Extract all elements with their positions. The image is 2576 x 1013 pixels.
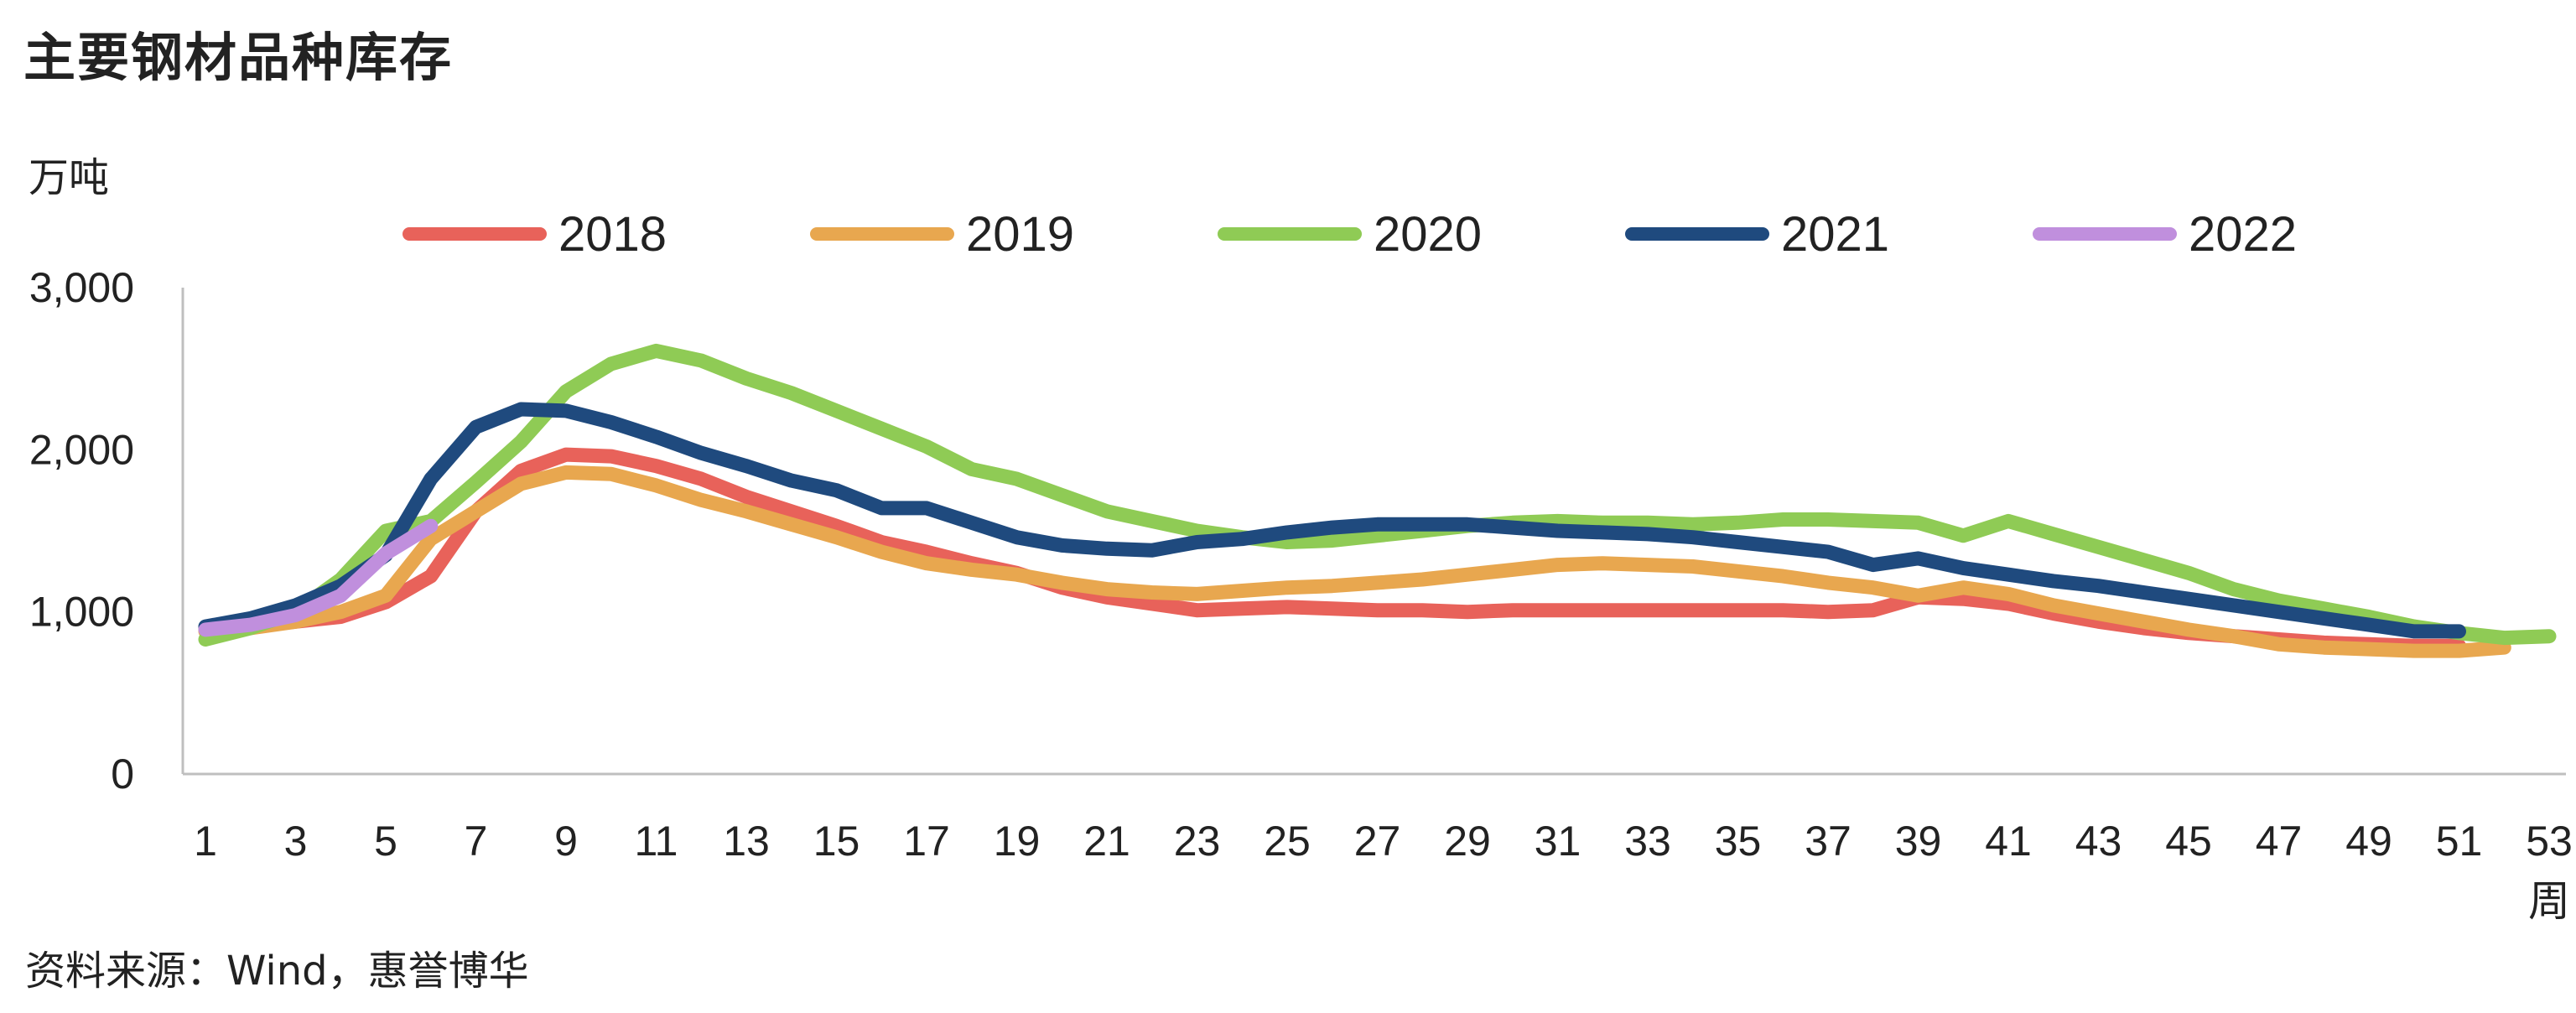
legend-swatch-2019 <box>810 227 954 241</box>
x-tick-label: 51 <box>2436 818 2483 865</box>
legend-swatch-2020 <box>1218 227 1362 241</box>
series-line-2018 <box>198 447 2466 653</box>
x-tick-label: 7 <box>465 818 488 865</box>
legend-label-2021: 2021 <box>1781 206 1890 262</box>
x-tick-label: 41 <box>1985 818 2032 865</box>
x-tick-label: 39 <box>1895 818 1942 865</box>
legend: 2018 2019 2020 2021 2022 <box>402 205 2440 263</box>
x-axis-label: 周 <box>2528 878 2570 925</box>
x-tick-label: 31 <box>1535 818 1581 865</box>
x-tick-label: 49 <box>2345 818 2392 865</box>
source-note: 资料来源：Wind，惠誉博华 <box>25 948 529 995</box>
x-tick-label: 15 <box>813 818 860 865</box>
legend-label-2022: 2022 <box>2189 206 2298 262</box>
legend-swatch-2018 <box>402 227 547 241</box>
x-tick-label: 25 <box>1264 818 1311 865</box>
x-tick-label: 1 <box>194 818 217 865</box>
y-tick-label: 1,000 <box>29 589 134 636</box>
x-tick-label: 43 <box>2075 818 2122 865</box>
x-tick-label: 21 <box>1083 818 1130 865</box>
legend-swatch-2022 <box>2033 227 2177 241</box>
legend-item-2020: 2020 <box>1218 206 1625 262</box>
legend-item-2018: 2018 <box>402 206 810 262</box>
series-line-2021 <box>198 402 2466 639</box>
x-tick-label: 37 <box>1805 818 1852 865</box>
series-line-2022 <box>198 518 439 637</box>
x-tick-label: 9 <box>554 818 578 865</box>
axes <box>181 288 2566 776</box>
x-tick-label: 53 <box>2526 818 2573 865</box>
legend-item-2019: 2019 <box>810 206 1218 262</box>
series-line-2019 <box>198 465 2511 658</box>
x-tick-label: 3 <box>284 818 308 865</box>
x-tick-label: 5 <box>374 818 397 865</box>
series-line-2020 <box>198 343 2557 647</box>
x-tick-label: 17 <box>903 818 950 865</box>
x-tick-label: 45 <box>2165 818 2212 865</box>
x-tick-label: 11 <box>635 818 678 865</box>
x-tick-label: 29 <box>1444 818 1491 865</box>
legend-item-2021: 2021 <box>1625 206 2033 262</box>
y-tick-label: 0 <box>111 751 134 797</box>
x-tick-label: 33 <box>1624 818 1671 865</box>
y-tick-label: 2,000 <box>29 426 134 473</box>
legend-label-2019: 2019 <box>966 206 1075 262</box>
legend-swatch-2021 <box>1625 227 1769 241</box>
legend-item-2022: 2022 <box>2033 206 2440 262</box>
legend-label-2020: 2020 <box>1374 206 1483 262</box>
chart-title: 主要钢材品种库存 <box>23 27 454 88</box>
y-tick-label: 3,000 <box>29 264 134 311</box>
y-axis-unit-label: 万吨 <box>29 154 110 201</box>
x-tick-label: 19 <box>994 818 1041 865</box>
x-tick-label: 35 <box>1715 818 1762 865</box>
x-tick-label: 23 <box>1174 818 1221 865</box>
x-tick-label: 47 <box>2256 818 2303 865</box>
legend-label-2018: 2018 <box>558 206 667 262</box>
x-tick-label: 27 <box>1354 818 1401 865</box>
series-lines <box>198 343 2557 658</box>
x-tick-label: 13 <box>723 818 770 865</box>
